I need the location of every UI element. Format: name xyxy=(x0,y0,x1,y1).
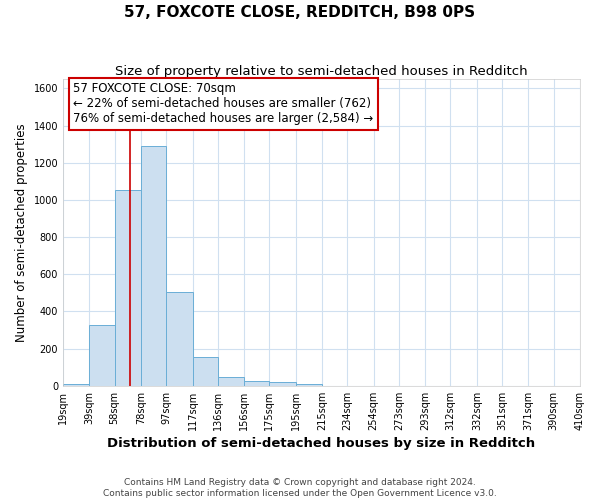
Bar xyxy=(115,190,141,386)
Bar xyxy=(89,326,115,386)
Bar xyxy=(296,384,322,386)
Bar xyxy=(244,381,269,386)
Text: Contains HM Land Registry data © Crown copyright and database right 2024.
Contai: Contains HM Land Registry data © Crown c… xyxy=(103,478,497,498)
Y-axis label: Number of semi-detached properties: Number of semi-detached properties xyxy=(15,123,28,342)
Text: 57, FOXCOTE CLOSE, REDDITCH, B98 0PS: 57, FOXCOTE CLOSE, REDDITCH, B98 0PS xyxy=(124,5,476,20)
Bar xyxy=(193,357,218,386)
Bar xyxy=(218,376,244,386)
Text: 57 FOXCOTE CLOSE: 70sqm
← 22% of semi-detached houses are smaller (762)
76% of s: 57 FOXCOTE CLOSE: 70sqm ← 22% of semi-de… xyxy=(73,82,374,125)
Bar xyxy=(63,384,89,386)
Bar xyxy=(166,292,193,386)
Bar xyxy=(141,146,166,386)
Title: Size of property relative to semi-detached houses in Redditch: Size of property relative to semi-detach… xyxy=(115,65,528,78)
X-axis label: Distribution of semi-detached houses by size in Redditch: Distribution of semi-detached houses by … xyxy=(107,437,536,450)
Bar xyxy=(269,382,296,386)
